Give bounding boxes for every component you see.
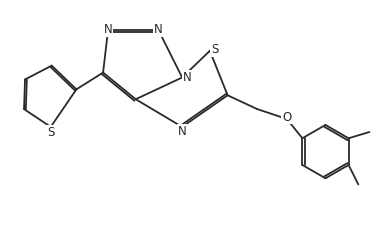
Text: N: N	[104, 23, 112, 36]
Text: N: N	[183, 71, 192, 84]
Text: S: S	[211, 43, 219, 56]
Text: O: O	[282, 110, 292, 123]
Text: S: S	[47, 126, 54, 139]
Text: N: N	[178, 125, 187, 138]
Text: N: N	[154, 23, 163, 36]
